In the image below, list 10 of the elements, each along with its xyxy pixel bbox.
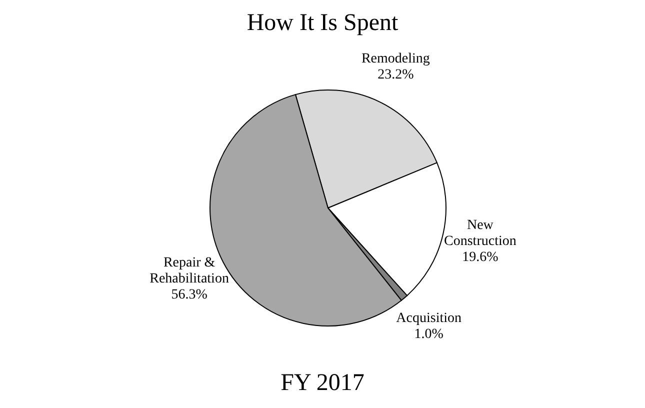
slice-label: Remodeling	[361, 52, 430, 67]
data-label: 19.6%	[462, 250, 499, 266]
data-label: 23.2%	[378, 68, 414, 83]
slice-label: Acquisition	[396, 311, 462, 326]
data-label: 56.3%	[171, 288, 208, 303]
data-label: 1.0%	[414, 327, 444, 342]
slice-label: New Construction	[444, 218, 516, 250]
chart-title: How It Is Spent	[246, 9, 400, 38]
slice-label: Repair & Rehabilitation	[150, 256, 229, 287]
text: FY 2017	[280, 369, 366, 398]
